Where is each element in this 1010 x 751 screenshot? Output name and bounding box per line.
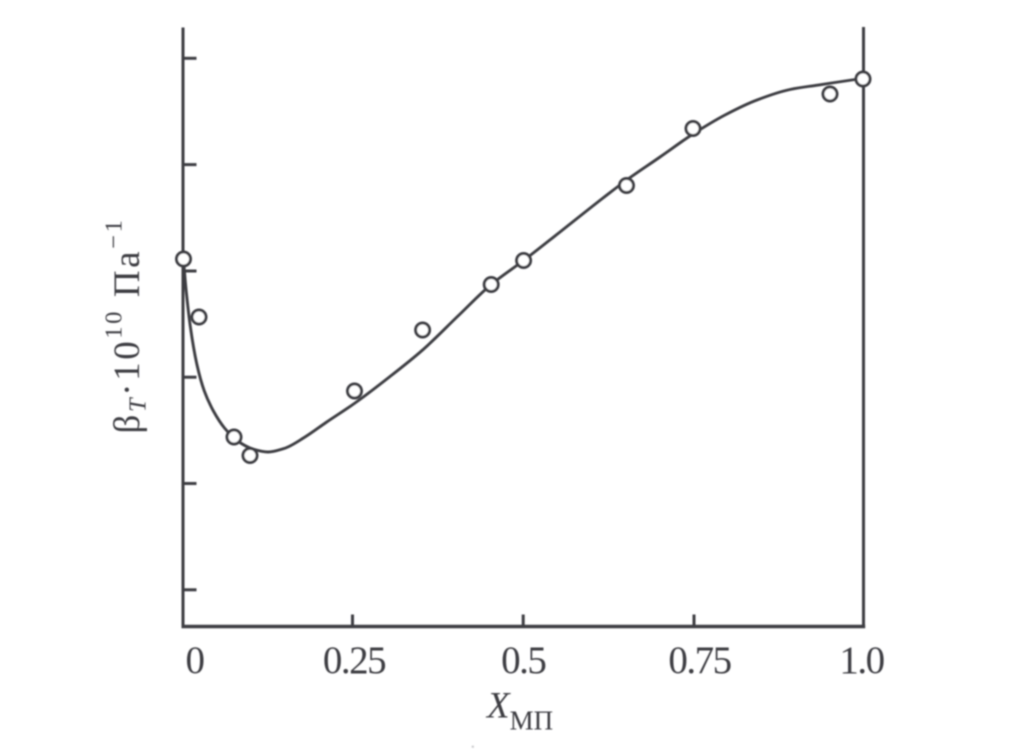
svg-text:0: 0 bbox=[186, 639, 205, 682]
svg-text:0.25: 0.25 bbox=[323, 639, 385, 682]
svg-text:1.0: 1.0 bbox=[839, 639, 884, 682]
svg-text:XМП: XМП bbox=[485, 686, 553, 736]
svg-text:βT·1010 Па−1: βT·1010 Па−1 bbox=[100, 218, 151, 434]
svg-text:0.75: 0.75 bbox=[668, 639, 730, 682]
svg-text:0.5: 0.5 bbox=[501, 639, 545, 682]
